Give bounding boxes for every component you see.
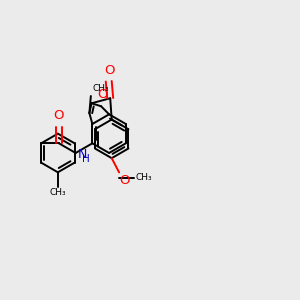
- Text: O: O: [54, 110, 64, 122]
- Text: H: H: [82, 154, 90, 164]
- Text: O: O: [104, 64, 115, 77]
- Text: CH₃: CH₃: [50, 188, 66, 197]
- Text: O: O: [97, 88, 108, 101]
- Text: CH₃: CH₃: [92, 84, 109, 93]
- Text: O: O: [119, 174, 130, 187]
- Text: CH₃: CH₃: [136, 173, 152, 182]
- Text: N: N: [77, 148, 87, 161]
